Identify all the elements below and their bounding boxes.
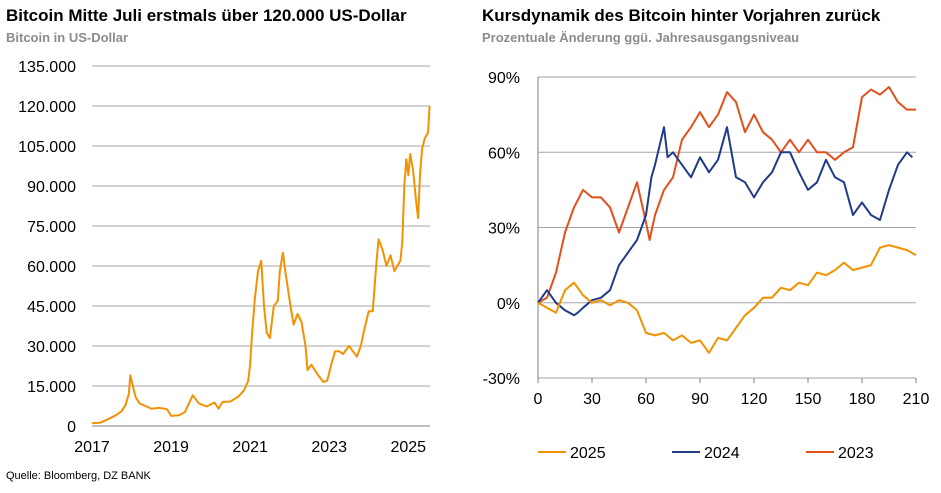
series-line-2024 — [537, 126, 914, 317]
left-x-tick-label: 2025 — [390, 439, 426, 456]
left-y-tick-label: 105.000 — [18, 139, 76, 156]
right-x-tick-label: 150 — [795, 391, 822, 408]
right-chart-title: Kursdynamik des Bitcoin hinter Vorjahren… — [482, 6, 881, 25]
left-y-tick-label: 30.000 — [27, 339, 76, 356]
right-x-tick-label: 180 — [849, 391, 876, 408]
right-y-tick-label: 60% — [488, 145, 520, 162]
right-y-tick-label: -30% — [483, 371, 520, 388]
series-line-2023 — [537, 86, 916, 304]
left-chart-subtitle: Bitcoin in US-Dollar — [6, 30, 129, 45]
right-x-tick-label: 210 — [903, 391, 930, 408]
left-y-tick-label: 45.000 — [27, 299, 76, 316]
right-chart-subtitle: Prozentuale Änderung ggü. Jahresausgangs… — [482, 30, 800, 45]
left-y-tick-label: 90.000 — [27, 179, 76, 196]
left-y-tick-label: 15.000 — [27, 379, 76, 396]
right-y-tick-label: 0% — [497, 296, 520, 313]
left-x-tick-label: 2023 — [311, 439, 347, 456]
right-x-tick-label: 90 — [691, 391, 709, 408]
right-y-tick-label: 30% — [488, 221, 520, 238]
right-x-tick-label: 120 — [741, 391, 768, 408]
legend-label-2023: 2023 — [838, 445, 874, 462]
left-y-tick-label: 75.000 — [27, 219, 76, 236]
left-x-tick-label: 2017 — [74, 439, 110, 456]
bitcoin-price-line — [91, 105, 431, 425]
right-x-tick-label: 0 — [534, 391, 543, 408]
right-x-tick-label: 60 — [637, 391, 655, 408]
right-x-tick-label: 30 — [583, 391, 601, 408]
left-y-tick-label: 120.000 — [18, 99, 76, 116]
left-chart-title: Bitcoin Mitte Juli erstmals über 120.000… — [6, 6, 407, 25]
left-y-tick-label: 0 — [67, 419, 76, 436]
source-note: Quelle: Bloomberg, DZ BANK — [6, 470, 151, 482]
left-x-tick-label: 2021 — [232, 439, 268, 456]
series-line-2025 — [537, 244, 917, 354]
left-y-tick-label: 135.000 — [18, 59, 76, 76]
right-y-tick-label: 90% — [488, 70, 520, 87]
legend-label-2025: 2025 — [570, 445, 606, 462]
left-x-tick-label: 2019 — [153, 439, 189, 456]
left-y-tick-label: 60.000 — [27, 259, 76, 276]
legend-label-2024: 2024 — [704, 445, 740, 462]
